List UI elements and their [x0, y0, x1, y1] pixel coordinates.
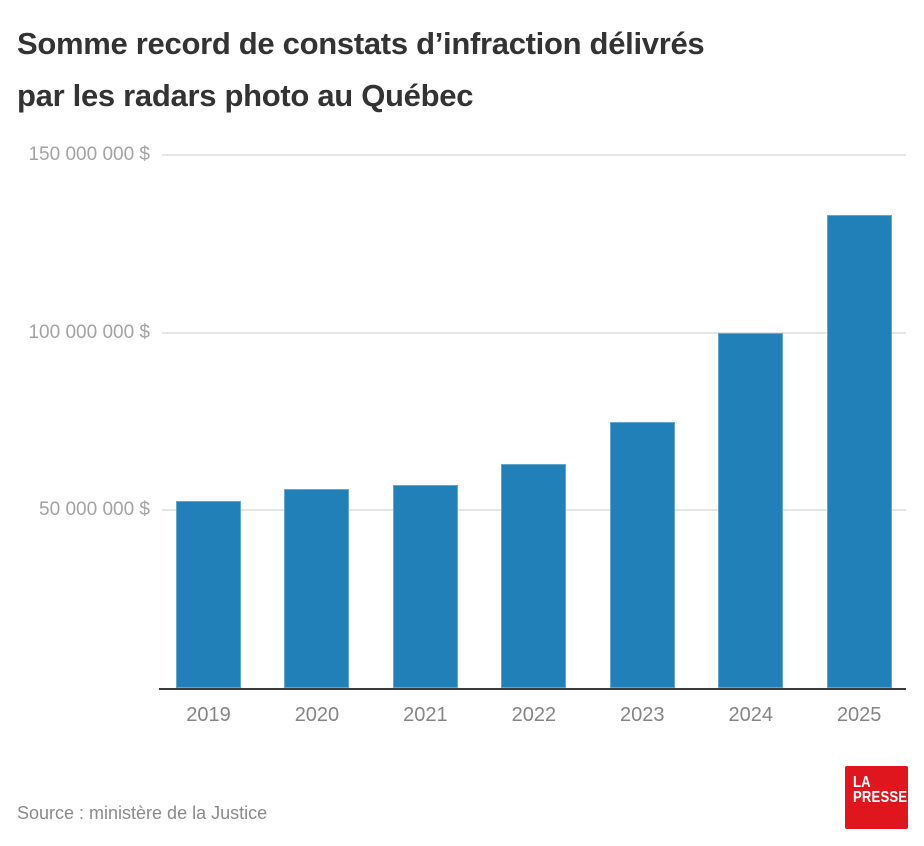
source-caption: Source : ministère de la Justice [17, 803, 268, 823]
x-tick-label-2021: 2021 [403, 704, 448, 726]
y-tick-label: 100 000 000 $ [28, 321, 150, 343]
x-tick-label-2019: 2019 [186, 704, 231, 726]
bar-2021 [392, 485, 458, 688]
lapresse-logo: LA PRESSE [845, 766, 908, 829]
lapresse-logo-text-la: LA [853, 774, 871, 791]
chart-title: Somme record de constats d’infraction dé… [17, 18, 705, 122]
chart-title-line-2: par les radars photo au Québec [17, 78, 474, 113]
x-tick-label-2025: 2025 [836, 704, 882, 726]
gridline [162, 331, 906, 334]
x-tick-label-2023: 2023 [620, 704, 665, 726]
plot-area [159, 154, 906, 690]
bar-2023 [609, 421, 675, 688]
lapresse-logo-text-presse: PRESSE [853, 789, 908, 806]
gridline [162, 154, 906, 156]
y-tick-label: 50 000 000 $ [39, 499, 150, 521]
bar-2025 [826, 215, 892, 688]
bar-2019 [176, 501, 241, 688]
chart-title-line-1: Somme record de constats d’infraction dé… [17, 26, 705, 61]
x-tick-label-2024: 2024 [728, 704, 774, 726]
bar-chart: 150 000 000 $ 100 000 000 $ 50 000 000 $ 20… [28, 144, 906, 726]
bar-2020 [284, 489, 350, 688]
x-tick-label-2020: 2020 [294, 704, 340, 726]
bar-2022 [501, 464, 567, 688]
y-tick-label: 150 000 000 $ [28, 144, 150, 165]
x-tick-label-2022: 2022 [511, 704, 557, 726]
x-axis-line [159, 687, 906, 690]
bar-2024 [718, 332, 784, 688]
